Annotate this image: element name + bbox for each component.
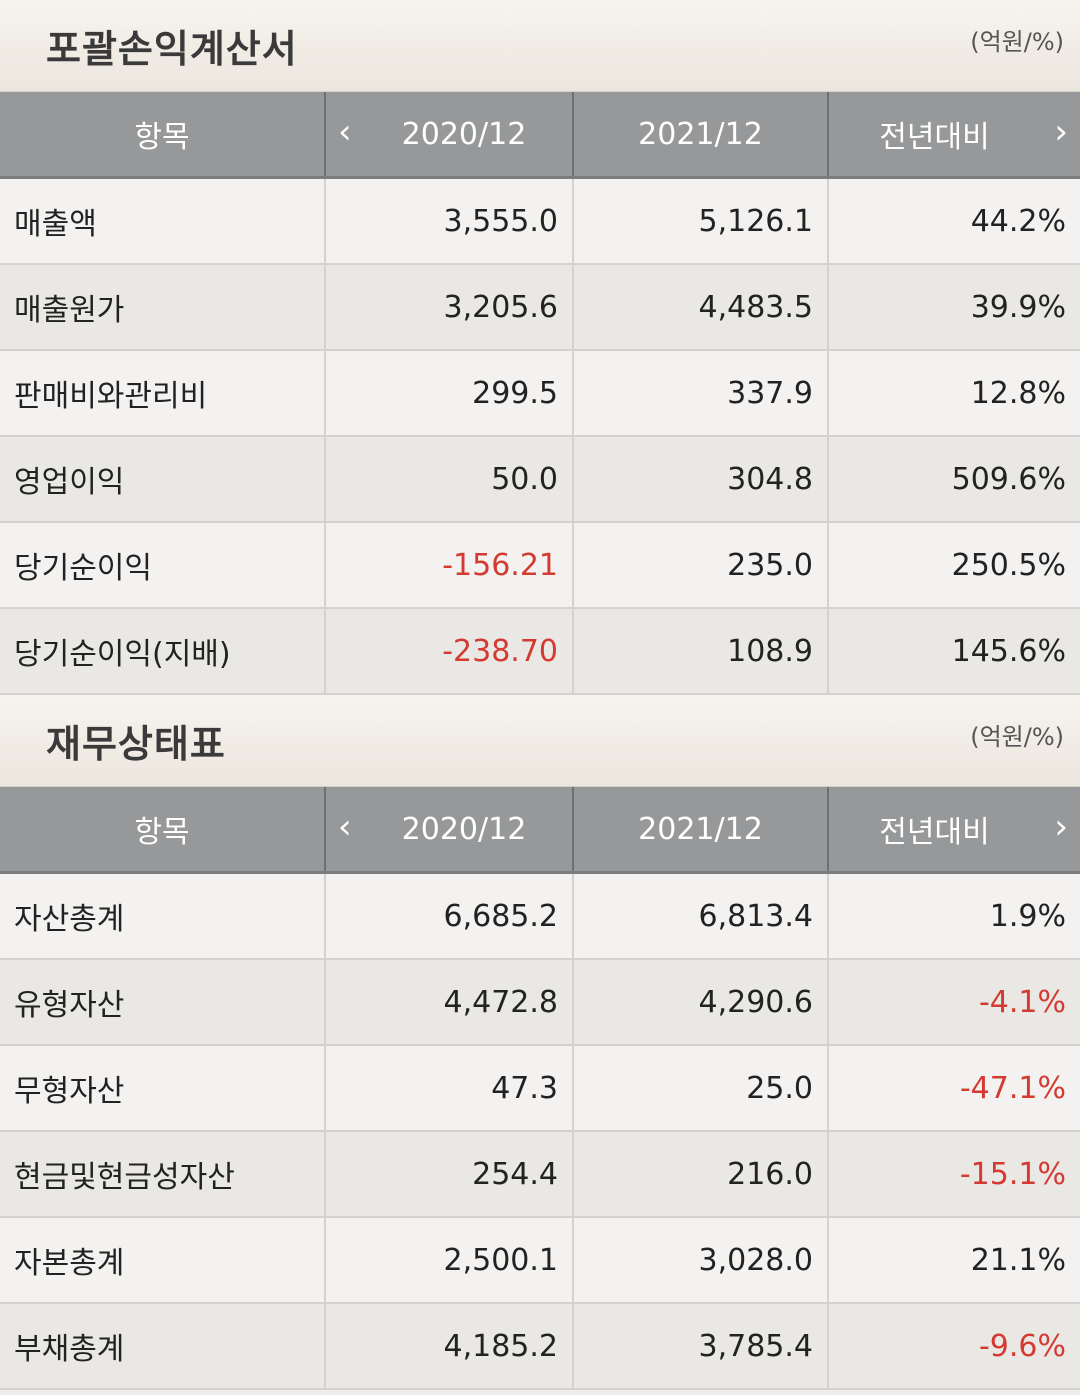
cell-2020: 47.3	[324, 1045, 573, 1132]
balance-sheet-title: 재무상태표	[46, 722, 226, 766]
income-statement-table: 항목 ‹ 2020/12 2021/12 전년대비 › 매출액 3,555.0 5,…	[0, 92, 1080, 695]
cell-yoy: 250.5%	[827, 522, 1080, 609]
table-row: 당기순이익 -156.21 235.0 250.5%	[0, 522, 1080, 609]
income-header-row: 항목 ‹ 2020/12 2021/12 전년대비 ›	[0, 92, 1080, 179]
income-statement-title: 포괄손익계산서	[46, 27, 298, 71]
cell-yoy: 145.6%	[827, 608, 1080, 695]
row-label: 자산총계	[0, 872, 325, 960]
balance-sheet-unit: (억원/%)	[970, 723, 1064, 751]
bottom-strip	[0, 1390, 1080, 1395]
cell-yoy: 12.8%	[827, 350, 1080, 437]
income-table-body: 매출액 3,555.0 5,126.1 44.2% 매출원가 3,205.6 4,483.5…	[0, 177, 1080, 695]
cell-2020: -238.70	[324, 608, 573, 695]
column-header-item-label: 항목	[134, 815, 190, 850]
cell-2021: 3,028.0	[572, 1217, 828, 1304]
cell-2020: 50.0	[324, 436, 573, 523]
row-label: 영업이익	[0, 436, 325, 523]
column-header-yoy-label: 전년대비	[879, 120, 990, 155]
cell-yoy: 509.6%	[827, 436, 1080, 523]
column-header-2021: 2021/12	[572, 92, 828, 179]
table-row: 현금및현금성자산 254.4 216.0 -15.1%	[0, 1131, 1080, 1218]
row-label: 판매비와관리비	[0, 350, 325, 437]
chevron-right-icon[interactable]: ›	[1054, 112, 1068, 152]
cell-yoy: -4.1%	[827, 959, 1080, 1046]
cell-2021: 108.9	[572, 608, 828, 695]
cell-2021: 304.8	[572, 436, 828, 523]
cell-yoy: 44.2%	[827, 177, 1080, 265]
column-header-yoy: 전년대비 ›	[827, 92, 1080, 179]
row-label: 매출원가	[0, 264, 325, 351]
row-label: 무형자산	[0, 1045, 325, 1132]
cell-yoy: 21.1%	[827, 1217, 1080, 1304]
column-header-yoy-label: 전년대비	[879, 815, 990, 850]
income-statement-header: 포괄손익계산서 (억원/%)	[0, 0, 1080, 92]
row-label: 매출액	[0, 177, 325, 265]
cell-2020: 4,472.8	[324, 959, 573, 1046]
table-row: 매출원가 3,205.6 4,483.5 39.9%	[0, 264, 1080, 351]
cell-yoy: -15.1%	[827, 1131, 1080, 1218]
column-header-item: 항목	[0, 92, 325, 179]
table-row: 자본총계 2,500.1 3,028.0 21.1%	[0, 1217, 1080, 1304]
column-header-2020: ‹ 2020/12	[324, 787, 573, 874]
column-header-2020-label: 2020/12	[401, 116, 527, 152]
chevron-right-icon[interactable]: ›	[1054, 807, 1068, 847]
column-header-2020: ‹ 2020/12	[324, 92, 573, 179]
column-header-2020-label: 2020/12	[401, 811, 527, 847]
cell-2020: 6,685.2	[324, 872, 573, 960]
table-row: 무형자산 47.3 25.0 -47.1%	[0, 1045, 1080, 1132]
cell-2020: -156.21	[324, 522, 573, 609]
column-header-item-label: 항목	[134, 120, 190, 155]
row-label: 현금및현금성자산	[0, 1131, 325, 1218]
cell-2021: 6,813.4	[572, 872, 828, 960]
cell-yoy: 1.9%	[827, 872, 1080, 960]
row-label: 자본총계	[0, 1217, 325, 1304]
cell-2020: 3,205.6	[324, 264, 573, 351]
table-row: 당기순이익(지배) -238.70 108.9 145.6%	[0, 608, 1080, 695]
column-header-2021: 2021/12	[572, 787, 828, 874]
balance-sheet-header: 재무상태표 (억원/%)	[0, 695, 1080, 787]
cell-2021: 3,785.4	[572, 1303, 828, 1390]
income-statement-unit: (억원/%)	[970, 28, 1064, 56]
table-row: 매출액 3,555.0 5,126.1 44.2%	[0, 177, 1080, 265]
table-row: 자산총계 6,685.2 6,813.4 1.9%	[0, 872, 1080, 960]
cell-2021: 235.0	[572, 522, 828, 609]
column-header-2021-label: 2021/12	[638, 116, 763, 152]
cell-2021: 25.0	[572, 1045, 828, 1132]
row-label: 당기순이익	[0, 522, 325, 609]
cell-2020: 3,555.0	[324, 177, 573, 265]
row-label: 당기순이익(지배)	[0, 608, 325, 695]
cell-2021: 4,483.5	[572, 264, 828, 351]
row-label: 부채총계	[0, 1303, 325, 1390]
column-header-item: 항목	[0, 787, 325, 874]
cell-2020: 299.5	[324, 350, 573, 437]
cell-yoy: 39.9%	[827, 264, 1080, 351]
balance-sheet-table: 항목 ‹ 2020/12 2021/12 전년대비 › 자산총계 6,685.2 6…	[0, 787, 1080, 1390]
table-row: 유형자산 4,472.8 4,290.6 -4.1%	[0, 959, 1080, 1046]
table-row: 영업이익 50.0 304.8 509.6%	[0, 436, 1080, 523]
chevron-left-icon[interactable]: ‹	[338, 807, 352, 847]
cell-yoy: -9.6%	[827, 1303, 1080, 1390]
row-label: 유형자산	[0, 959, 325, 1046]
balance-table-body: 자산총계 6,685.2 6,813.4 1.9% 유형자산 4,472.8 4,290.6…	[0, 872, 1080, 1390]
cell-2021: 5,126.1	[572, 177, 828, 265]
table-row: 판매비와관리비 299.5 337.9 12.8%	[0, 350, 1080, 437]
column-header-2021-label: 2021/12	[638, 811, 763, 847]
cell-2020: 254.4	[324, 1131, 573, 1218]
cell-yoy: -47.1%	[827, 1045, 1080, 1132]
cell-2020: 4,185.2	[324, 1303, 573, 1390]
table-row: 부채총계 4,185.2 3,785.4 -9.6%	[0, 1303, 1080, 1390]
cell-2021: 337.9	[572, 350, 828, 437]
cell-2021: 4,290.6	[572, 959, 828, 1046]
cell-2020: 2,500.1	[324, 1217, 573, 1304]
balance-header-row: 항목 ‹ 2020/12 2021/12 전년대비 ›	[0, 787, 1080, 874]
chevron-left-icon[interactable]: ‹	[338, 112, 352, 152]
column-header-yoy: 전년대비 ›	[827, 787, 1080, 874]
cell-2021: 216.0	[572, 1131, 828, 1218]
